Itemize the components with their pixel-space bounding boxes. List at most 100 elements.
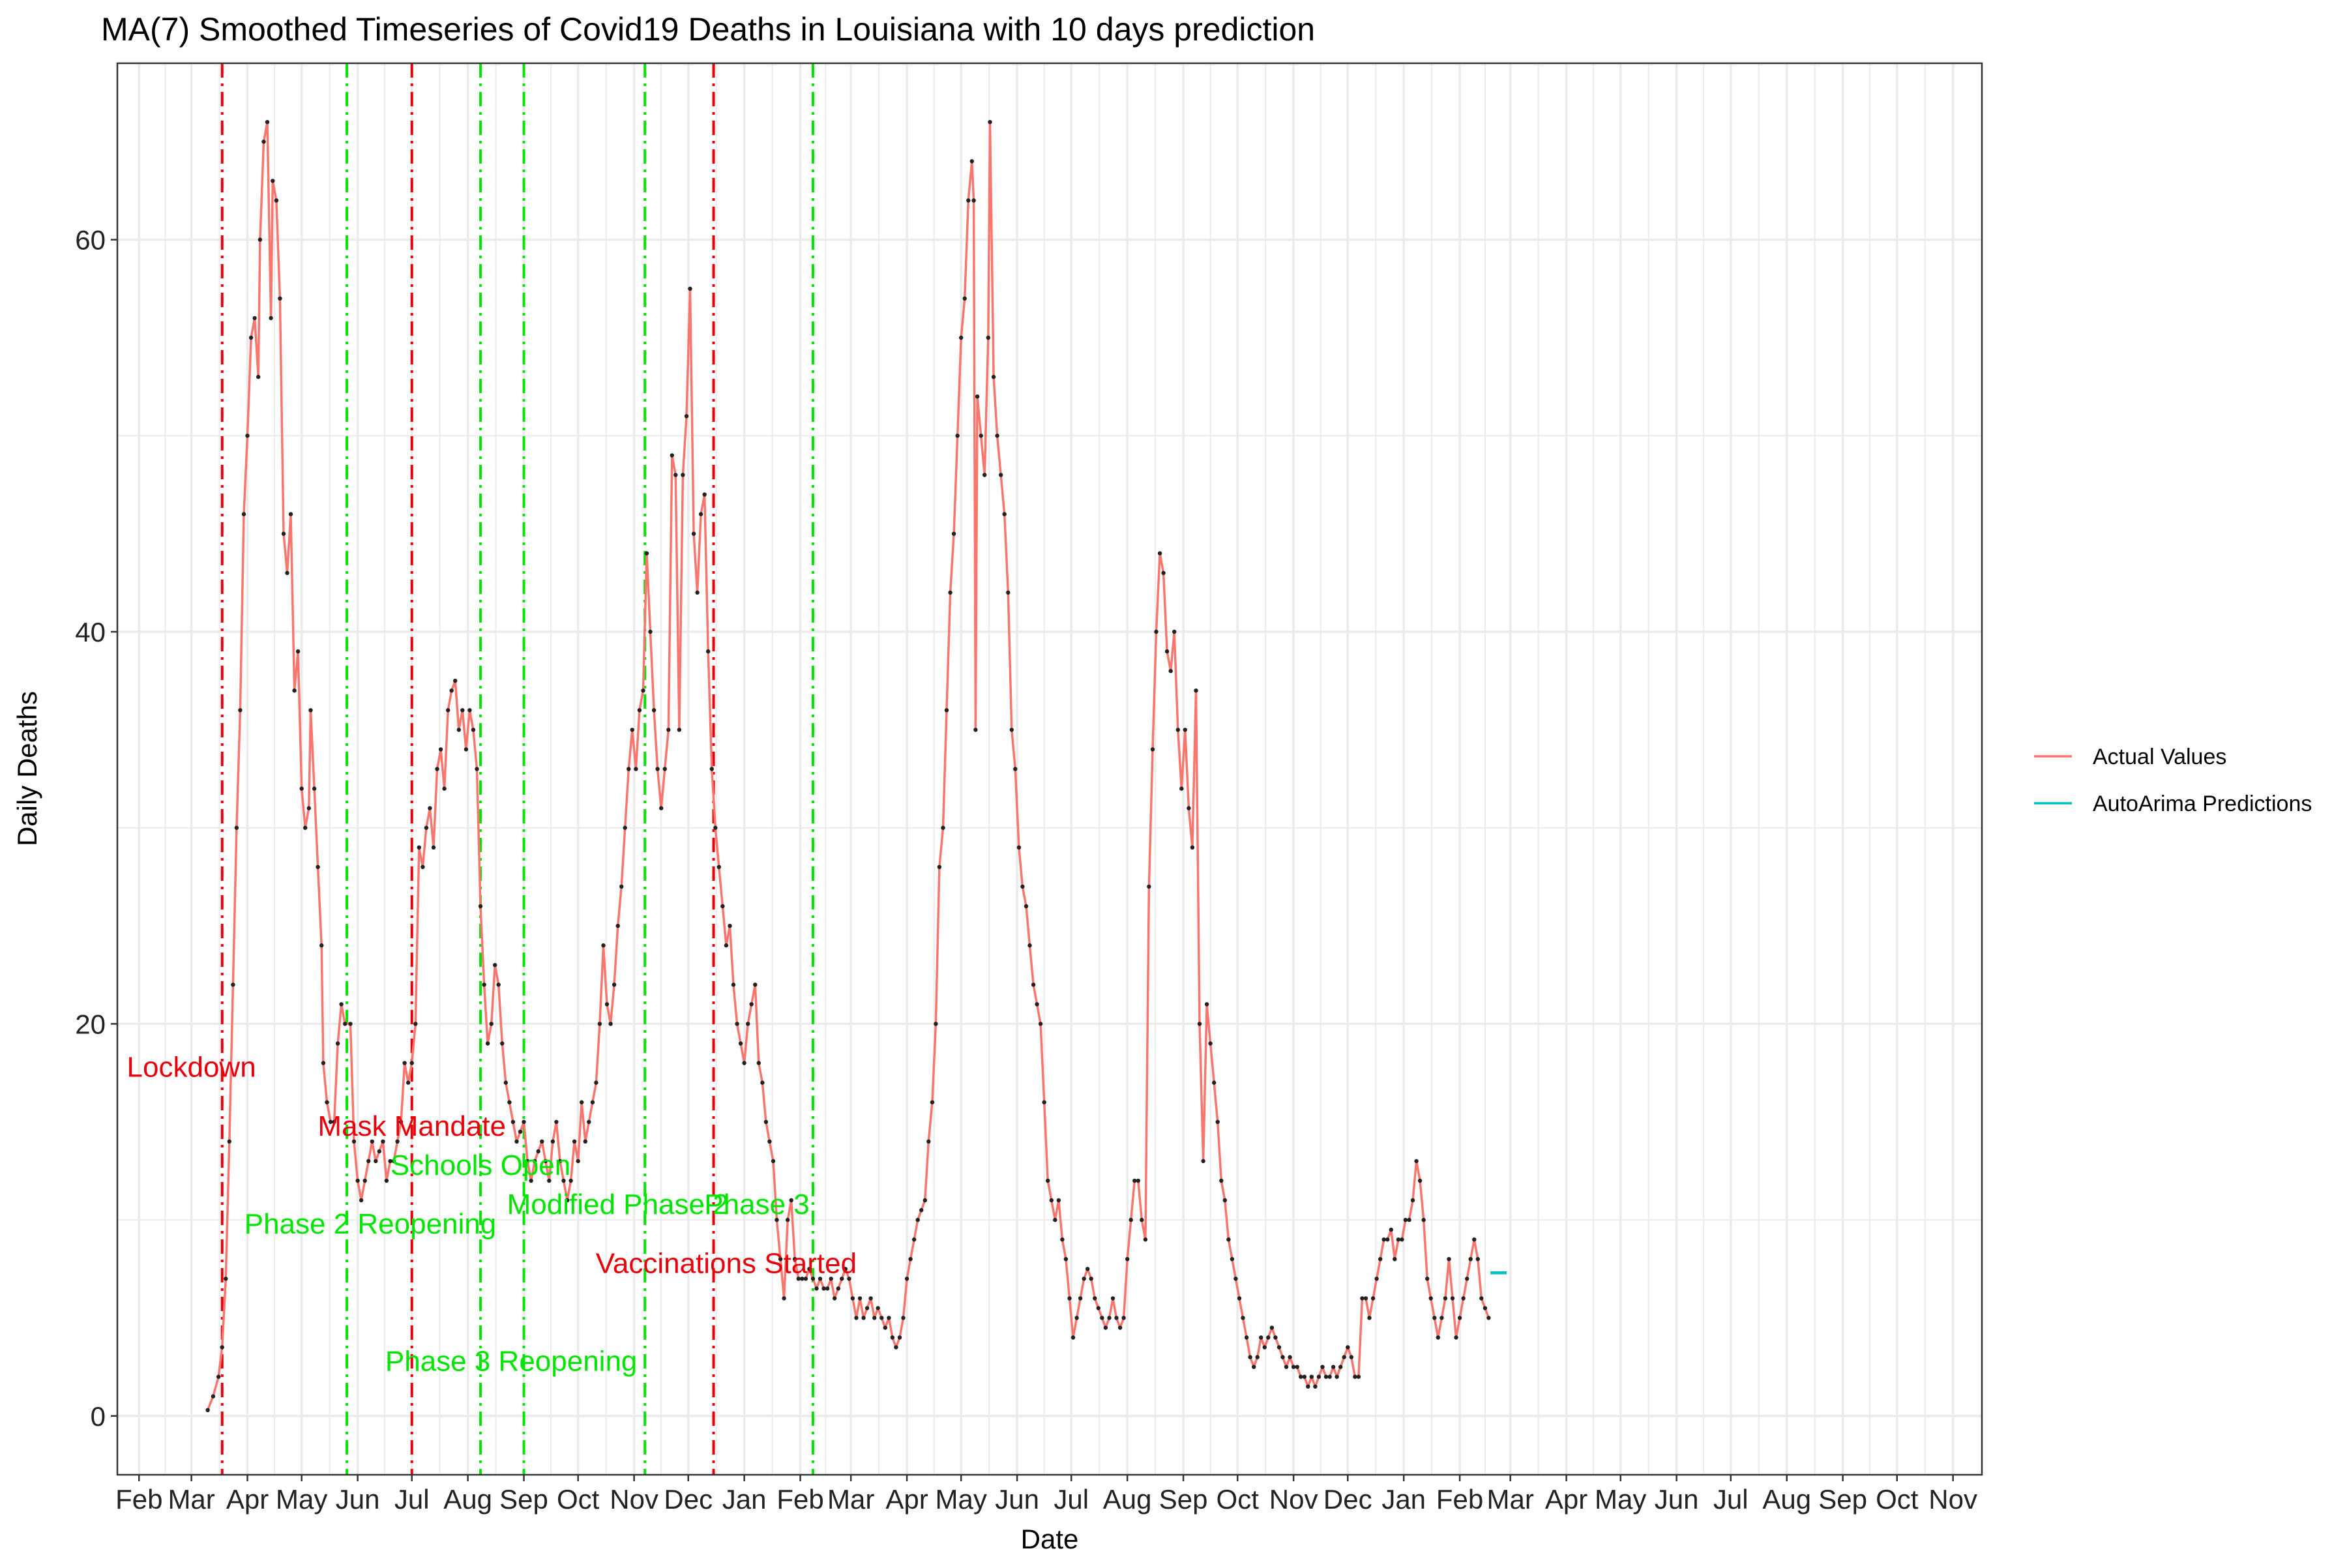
actual-value-point: [738, 1041, 743, 1046]
actual-value-point: [887, 1316, 891, 1320]
actual-value-point: [453, 679, 458, 683]
actual-value-point: [1172, 629, 1177, 634]
actual-value-point: [424, 825, 429, 830]
actual-value-point: [1114, 1316, 1119, 1320]
actual-value-point: [864, 1306, 870, 1310]
actual-value-point: [1284, 1365, 1289, 1369]
actual-value-point: [666, 728, 671, 732]
actual-value-point: [1483, 1306, 1488, 1310]
actual-value-point: [1479, 1296, 1484, 1301]
actual-value-point: [355, 1178, 360, 1183]
actual-value-point: [510, 1119, 516, 1125]
actual-value-point: [1042, 1100, 1046, 1104]
actual-value-point: [760, 1080, 765, 1085]
actual-value-point: [1450, 1296, 1455, 1301]
actual-value-point: [536, 1149, 540, 1154]
actual-value-point: [810, 1277, 816, 1281]
actual-value-point: [269, 316, 273, 321]
actual-value-point: [1291, 1365, 1296, 1369]
actual-value-point: [706, 649, 711, 654]
actual-value-point: [1353, 1374, 1357, 1379]
event-lines: [220, 63, 814, 1475]
actual-value-point: [695, 590, 700, 595]
actual-value-point: [934, 1022, 938, 1026]
actual-value-point: [1468, 1257, 1473, 1262]
actual-value-point: [1035, 1002, 1039, 1007]
actual-value-point: [1486, 1316, 1491, 1320]
actual-value-point: [1143, 1237, 1148, 1242]
actual-value-point: [241, 512, 246, 516]
actual-value-point: [1082, 1277, 1086, 1281]
actual-value-point: [406, 1080, 411, 1085]
actual-value-point: [677, 728, 682, 732]
chart-title: MA(7) Smoothed Timeseries of Covid19 Dea…: [101, 11, 1315, 48]
actual-value-point: [252, 316, 257, 321]
actual-value-point: [1346, 1345, 1350, 1350]
actual-value-point: [1367, 1316, 1372, 1320]
actual-value-point: [467, 708, 472, 713]
x-tick-label: Nov: [1928, 1484, 1977, 1515]
x-tick-label: Apr: [885, 1484, 928, 1515]
actual-value-point: [698, 512, 703, 516]
actual-value-point: [1381, 1237, 1386, 1242]
actual-value-point: [803, 1277, 808, 1281]
actual-value-point: [973, 728, 978, 732]
actual-value-point: [713, 825, 718, 830]
actual-value-point: [442, 786, 447, 791]
actual-value-point: [1461, 1296, 1466, 1301]
event-annotation-label: Schools Open: [391, 1149, 570, 1181]
actual-values-line: [206, 121, 1490, 1411]
actual-value-point: [312, 786, 317, 791]
actual-value-point: [402, 1061, 407, 1065]
x-tick-label: Mar: [827, 1484, 874, 1515]
actual-value-point: [417, 845, 421, 850]
x-tick-label: May: [1595, 1484, 1646, 1515]
actual-value-point: [979, 434, 983, 438]
actual-value-point: [908, 1257, 913, 1262]
actual-value-point: [1396, 1237, 1401, 1242]
actual-value-point: [854, 1316, 859, 1320]
grid-lines: [117, 63, 1982, 1475]
actual-value-point: [1295, 1365, 1299, 1369]
event-annotation-label: Phase 3 Reopening: [385, 1346, 638, 1378]
actual-value-point: [912, 1237, 917, 1242]
actual-value-point: [518, 1129, 523, 1134]
actual-value-point: [1360, 1296, 1365, 1301]
actual-value-point: [1457, 1316, 1462, 1320]
actual-value-point: [955, 434, 960, 438]
actual-value-point: [662, 767, 667, 771]
actual-value-point: [1175, 728, 1181, 732]
actual-value-point: [1327, 1374, 1332, 1379]
actual-value-point: [489, 1022, 494, 1026]
actual-value-point: [850, 1296, 855, 1301]
actual-value-point: [923, 1198, 928, 1203]
actual-value-point: [256, 374, 261, 379]
actual-value-point: [1309, 1374, 1314, 1379]
actual-value-point: [550, 1139, 555, 1144]
x-tick-label: Aug: [1762, 1484, 1811, 1515]
actual-value-point: [572, 1139, 577, 1144]
actual-value-point: [833, 1296, 837, 1301]
actual-value-point: [1078, 1296, 1083, 1301]
actual-value-point: [565, 1198, 570, 1203]
actual-value-point: [597, 1022, 602, 1026]
actual-value-point: [1013, 767, 1018, 771]
actual-value-point: [684, 414, 689, 419]
actual-value-point: [975, 394, 980, 399]
actual-value-point: [749, 1002, 754, 1007]
actual-value-point: [1226, 1237, 1231, 1242]
x-tick-label: Feb: [115, 1484, 162, 1515]
actual-value-point: [374, 1159, 378, 1164]
actual-value-point: [428, 806, 432, 810]
actual-value-point: [1302, 1374, 1307, 1379]
actual-value-point: [966, 198, 971, 203]
actual-value-point: [1093, 1296, 1097, 1301]
actual-value-point: [1306, 1384, 1310, 1389]
actual-value-point: [951, 531, 956, 536]
actual-value-point: [915, 1217, 920, 1222]
actual-value-point: [1248, 1355, 1252, 1359]
actual-value-point: [1233, 1277, 1238, 1281]
actual-value-point: [861, 1316, 866, 1320]
event-annotation-label: Vaccinations Started: [596, 1247, 857, 1279]
